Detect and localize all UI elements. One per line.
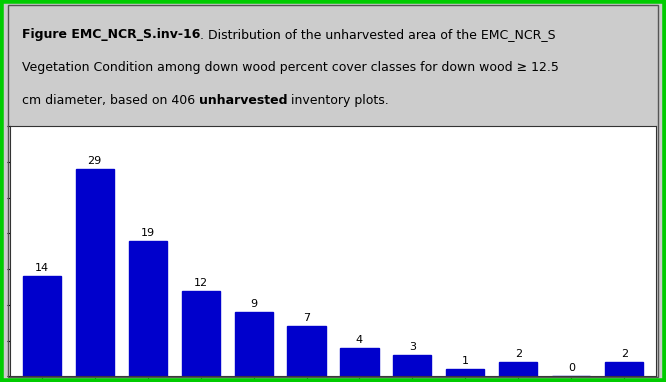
Bar: [234, 312, 272, 376]
Bar: [446, 369, 484, 376]
Bar: [500, 362, 537, 376]
Bar: [340, 348, 378, 376]
Bar: [129, 241, 166, 376]
Text: Vegetation Condition among down wood percent cover classes for down wood ≥ 12.5: Vegetation Condition among down wood per…: [21, 61, 559, 74]
Bar: [23, 276, 61, 376]
Bar: [182, 291, 220, 376]
Text: 2: 2: [621, 349, 628, 359]
Text: 9: 9: [250, 299, 257, 309]
Text: inventory plots.: inventory plots.: [287, 94, 389, 107]
Text: 3: 3: [409, 342, 416, 352]
Text: Figure EMC_NCR_S.inv-16: Figure EMC_NCR_S.inv-16: [21, 28, 200, 41]
Text: 12: 12: [194, 278, 208, 288]
Text: 0: 0: [568, 363, 575, 374]
Bar: [76, 169, 114, 376]
Text: 2: 2: [515, 349, 522, 359]
Text: 19: 19: [141, 228, 155, 238]
Text: . Distribution of the unharvested area of the EMC_NCR_S: . Distribution of the unharvested area o…: [200, 28, 555, 41]
Text: 1: 1: [462, 356, 469, 366]
Text: 29: 29: [88, 156, 102, 166]
Text: 14: 14: [35, 263, 49, 274]
Text: 7: 7: [303, 313, 310, 324]
Bar: [394, 355, 432, 376]
Bar: [605, 362, 643, 376]
Text: cm diameter, based on 406: cm diameter, based on 406: [21, 94, 198, 107]
Bar: [288, 326, 326, 376]
Text: 4: 4: [356, 335, 363, 345]
Text: unharvested: unharvested: [198, 94, 287, 107]
